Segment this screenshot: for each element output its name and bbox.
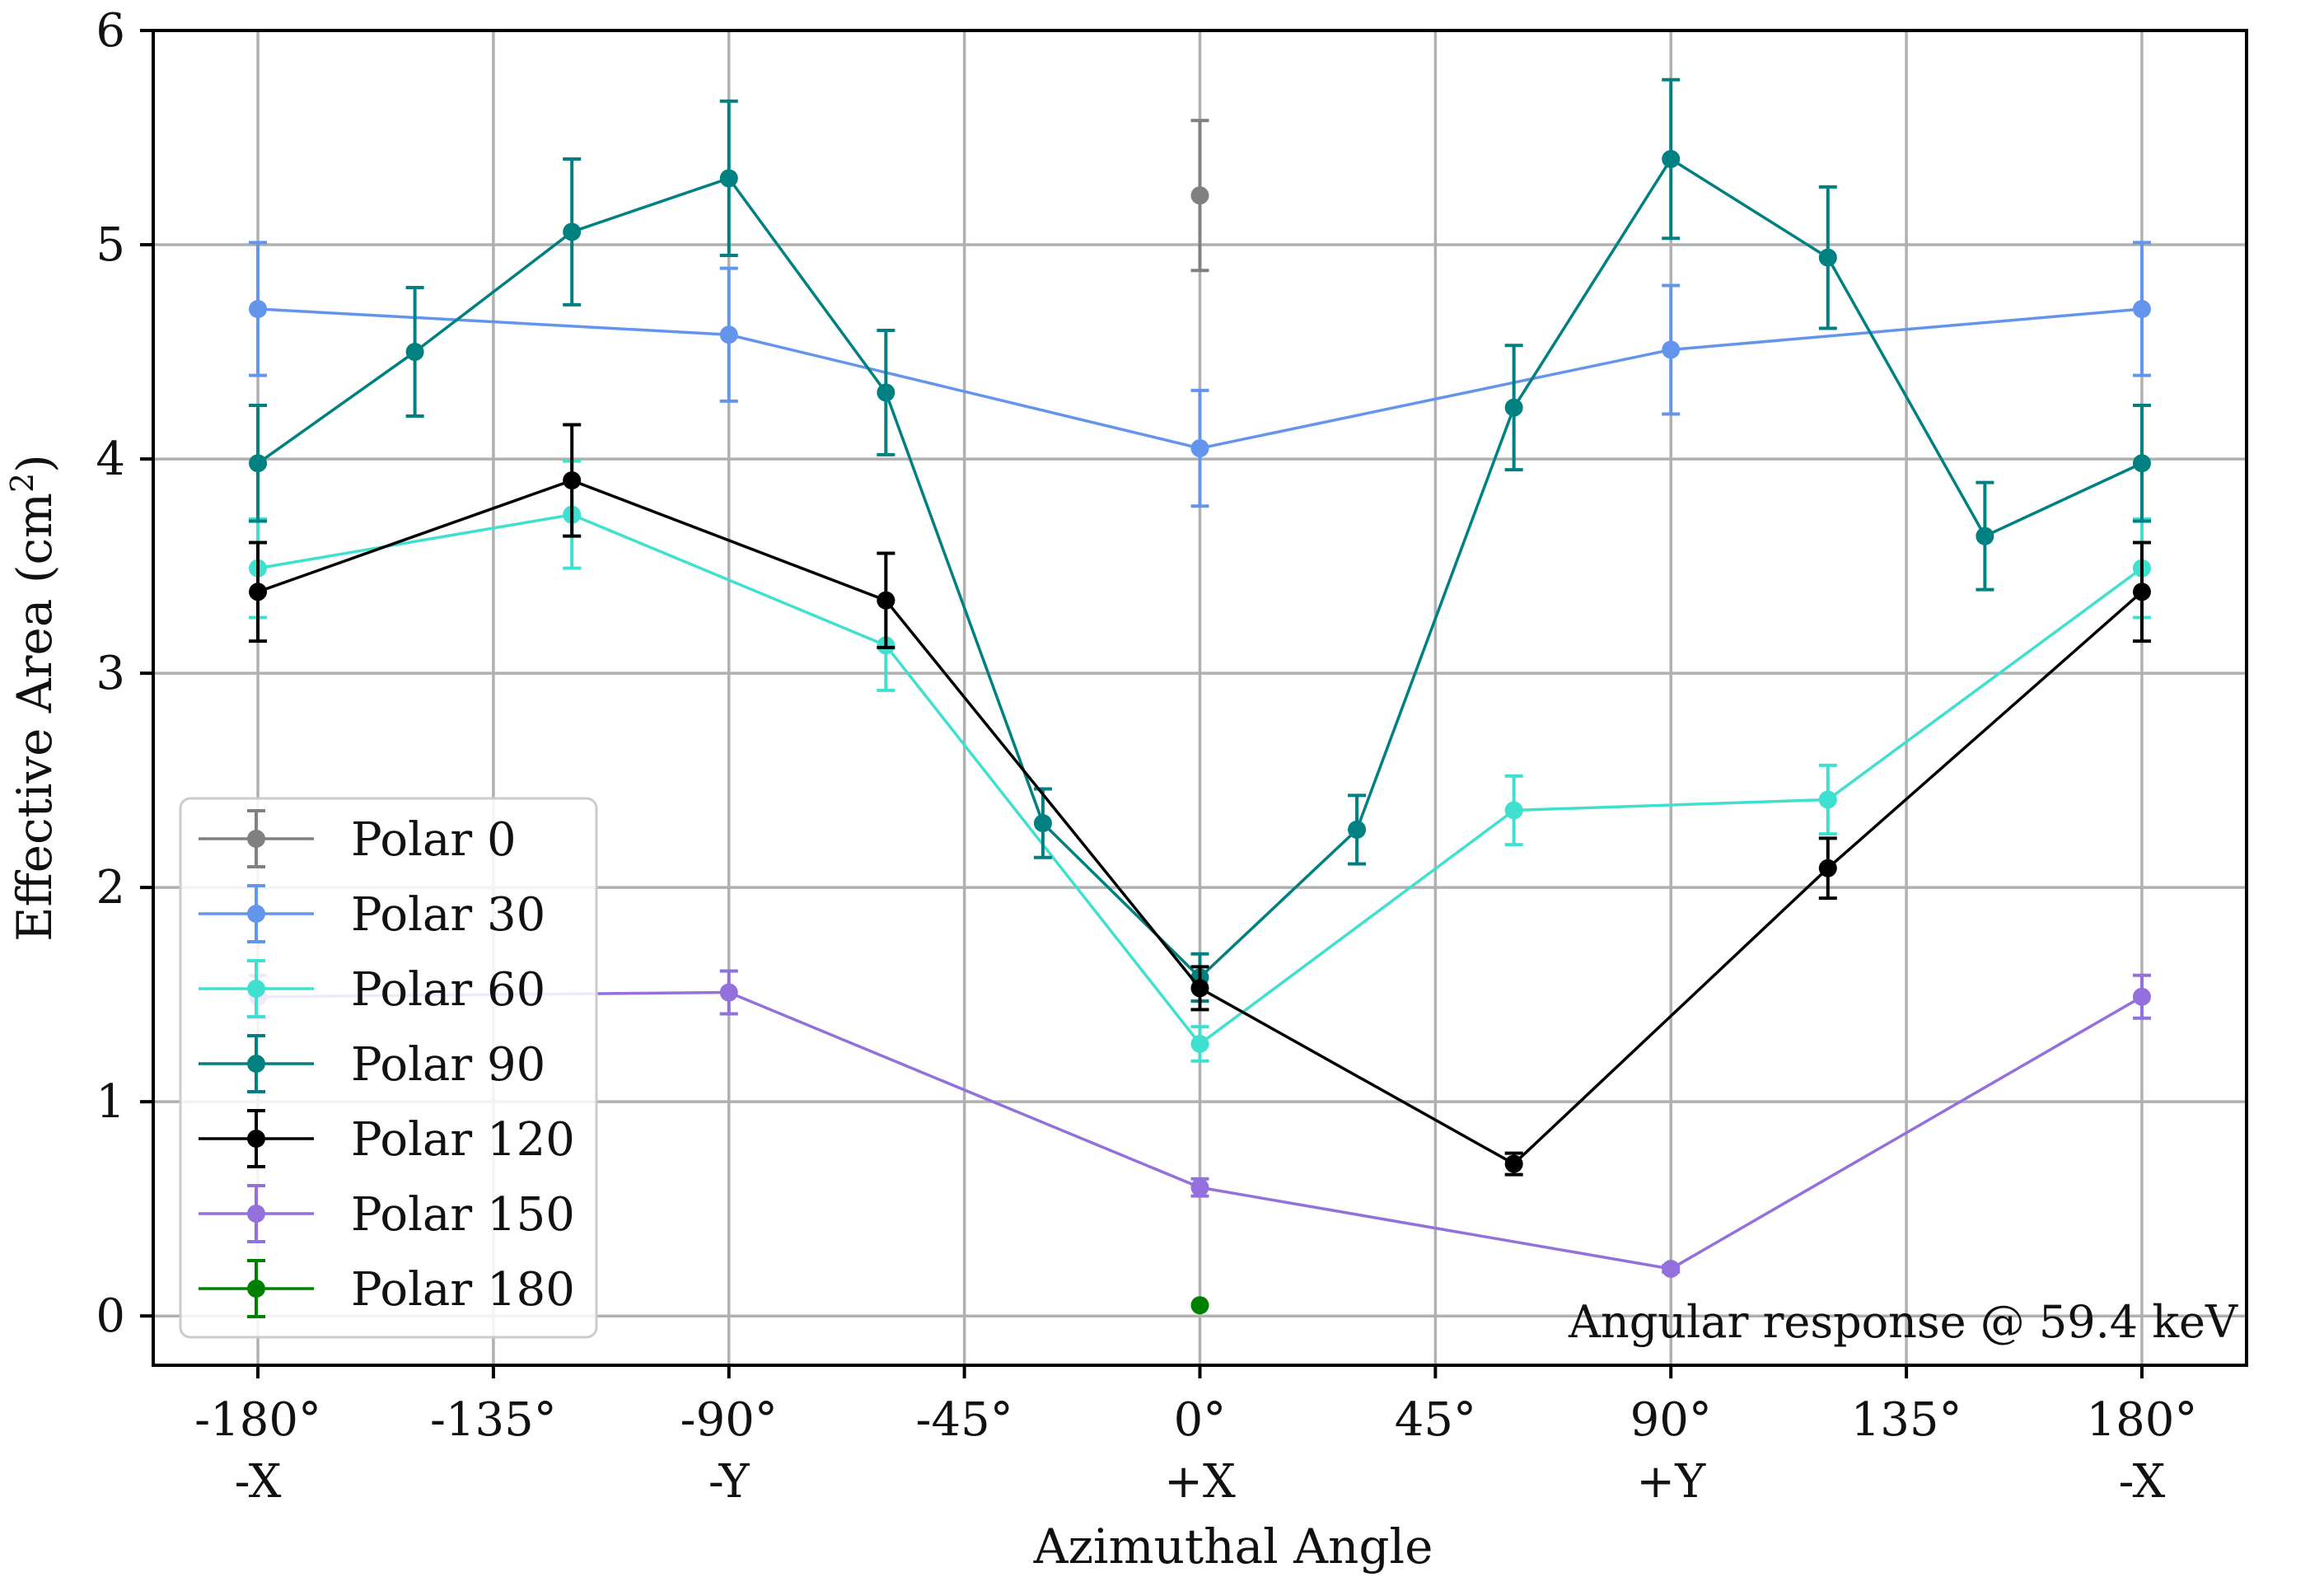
polar-90-legend-marker — [247, 1055, 265, 1073]
polar-60-legend-label: Polar 60 — [351, 963, 545, 1017]
polar-120-legend-label: Polar 120 — [351, 1113, 575, 1167]
tick-layer: -180° -X -135° -90° -Y -45° 0° +X 45° 90° +Y 135° 18… — [96, 4, 2197, 1509]
y-axis-label-superscript: 2 — [4, 473, 40, 493]
polar-120-point — [563, 471, 582, 490]
y-tick-label: 0 — [96, 1289, 125, 1343]
y-tick-label: 2 — [96, 861, 125, 915]
polar-150-legend-label: Polar 150 — [351, 1188, 575, 1242]
polar-60-point — [1504, 801, 1523, 820]
polar-90-point — [1818, 248, 1837, 267]
legend: Polar 0 Polar 30 Polar 60 Polar 90 Polar 120… — [179, 797, 598, 1339]
x-tick-label: 90° — [1630, 1393, 1712, 1447]
polar-90-point — [2132, 454, 2151, 473]
polar-150-point — [1190, 1178, 1209, 1197]
polar-120-point — [2132, 583, 2151, 601]
polar-120-point — [877, 591, 895, 610]
x-tick-label: 180° — [2087, 1393, 2198, 1447]
polar-30-point — [1662, 340, 1681, 359]
x-tick-sublabel: +X — [1164, 1455, 1236, 1509]
polar-90-point — [405, 343, 424, 362]
legend-box — [179, 797, 598, 1339]
x-tick-label: 135° — [1851, 1393, 1962, 1447]
polar-30-series — [249, 241, 2151, 508]
polar-120-legend-marker — [247, 1130, 265, 1148]
polar-90-point — [1033, 814, 1052, 833]
x-tick-label: 45° — [1395, 1393, 1476, 1447]
polar-180-series — [1190, 1296, 1209, 1315]
x-tick-label: -135° — [430, 1393, 557, 1447]
polar-90-point — [719, 169, 738, 188]
polar-120-series — [249, 423, 2151, 1177]
x-tick-sublabel: -X — [2119, 1455, 2166, 1509]
polar-150-point — [719, 983, 738, 1002]
polar-90-point — [563, 222, 582, 241]
x-tick-sublabel: -X — [235, 1455, 282, 1509]
polar-60-point — [1818, 790, 1837, 809]
polar-150-legend-marker — [247, 1205, 265, 1223]
polar-90-point — [877, 383, 895, 402]
polar-120-point — [1504, 1154, 1523, 1173]
y-axis-label-main: Effective Area (cm — [7, 493, 63, 942]
y-axis-label: Effective Area (cm2) — [4, 454, 63, 942]
polar-0-legend-marker — [247, 830, 265, 848]
polar-60-point — [1190, 1034, 1209, 1053]
polar-30-point — [249, 300, 268, 319]
x-tick-label: -180° — [194, 1393, 321, 1447]
x-tick-sublabel: -Y — [708, 1455, 751, 1509]
polar-0-series — [1190, 119, 1209, 273]
y-tick-label: 4 — [96, 433, 125, 486]
polar-0-legend-label: Polar 0 — [351, 813, 517, 867]
polar-150-point — [1662, 1259, 1681, 1278]
energy-annotation: Angular response @ 59.4 keV — [1568, 1296, 2238, 1348]
polar-30-legend-marker — [247, 905, 265, 923]
x-tick-label: -90° — [680, 1393, 778, 1447]
x-tick-label: 0° — [1174, 1393, 1227, 1447]
polar-30-legend-label: Polar 30 — [351, 888, 545, 942]
polar-120-point — [249, 583, 268, 601]
polar-30-point — [719, 325, 738, 344]
polar-90-point — [1976, 526, 1994, 545]
polar-180-legend-label: Polar 180 — [351, 1263, 575, 1317]
x-axis-label: Azimuthal Angle — [1033, 1518, 1433, 1575]
polar-90-point — [1348, 820, 1367, 839]
polar-90-point — [249, 454, 268, 473]
polar-0-point — [1190, 186, 1209, 205]
x-tick-label: -45° — [916, 1393, 1013, 1447]
y-tick-label: 5 — [96, 218, 125, 272]
polar-150-point — [2132, 987, 2151, 1006]
y-tick-label: 6 — [96, 4, 125, 58]
polar-90-point — [1662, 150, 1681, 169]
y-tick-label: 3 — [96, 647, 125, 700]
polar-90-point — [1504, 398, 1523, 417]
polar-180-point — [1190, 1296, 1209, 1315]
polar-30-point — [1190, 439, 1209, 458]
polar-120-point — [1190, 979, 1209, 998]
polar-60-legend-marker — [247, 980, 265, 998]
polar-90-legend-label: Polar 90 — [351, 1038, 545, 1092]
x-tick-sublabel: +Y — [1636, 1455, 1706, 1509]
polar-120-point — [1818, 859, 1837, 877]
y-tick-label: 1 — [96, 1075, 125, 1129]
y-axis-label-close: ) — [7, 454, 63, 473]
polar-180-legend-marker — [247, 1280, 265, 1298]
polar-30-point — [2132, 300, 2151, 319]
